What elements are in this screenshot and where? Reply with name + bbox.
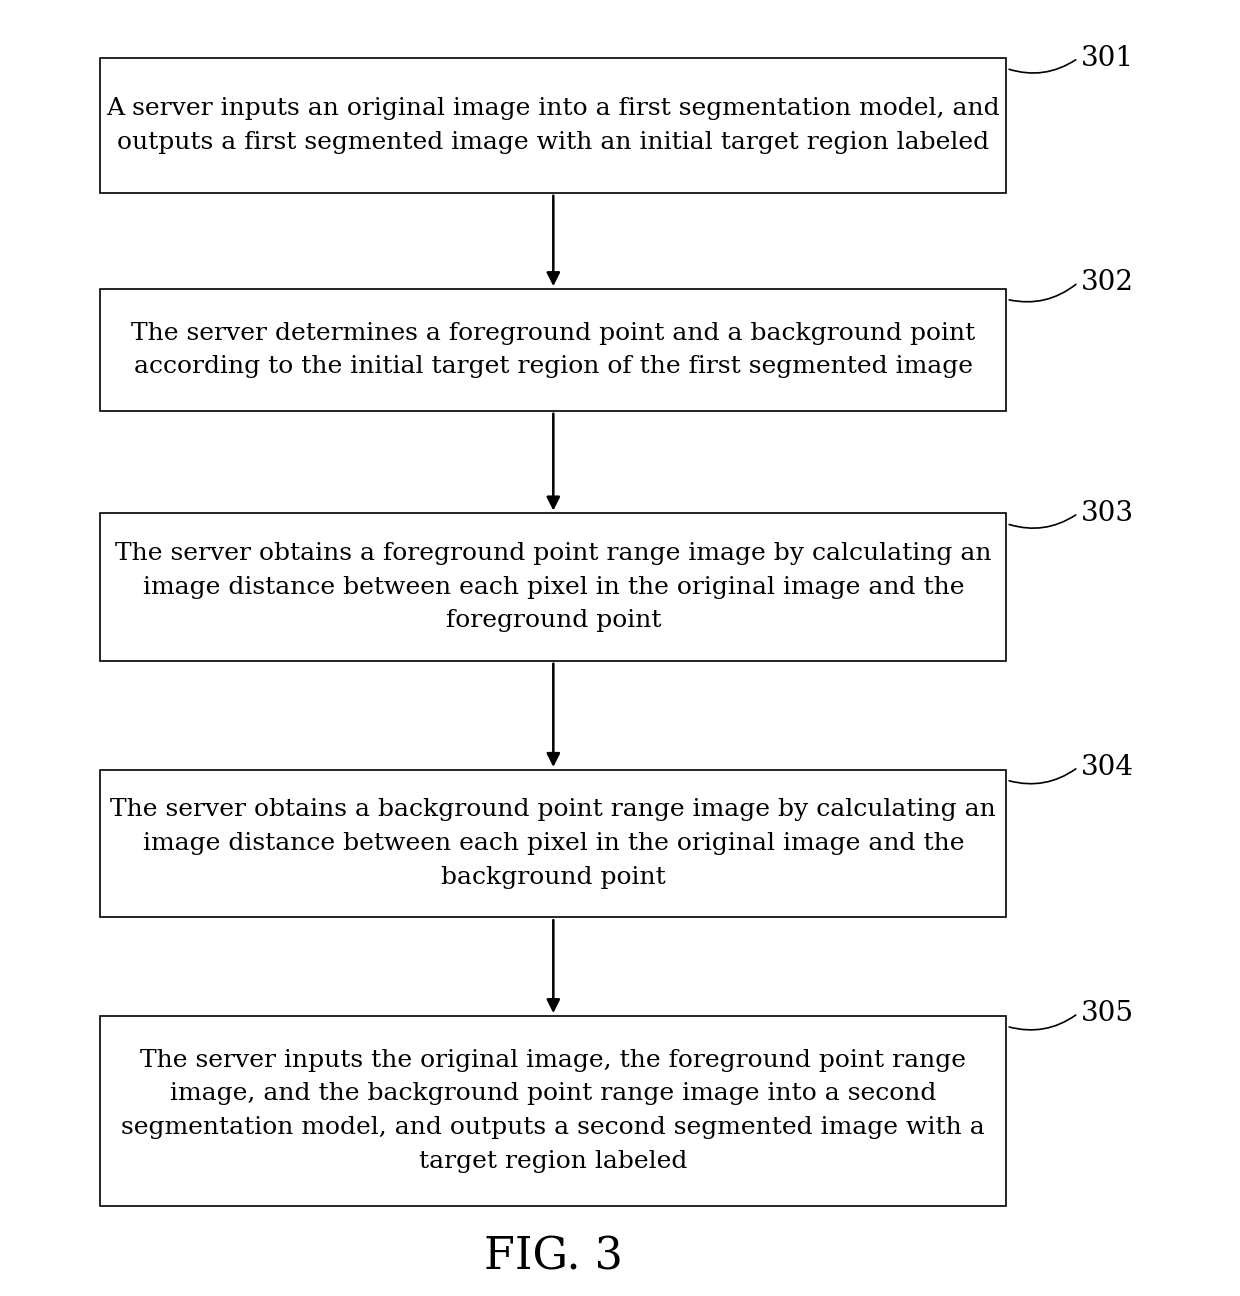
Text: A server inputs an original image into a first segmentation model, and
outputs a: A server inputs an original image into a… [107, 97, 1001, 154]
Text: 303: 303 [1081, 500, 1135, 527]
Text: The server obtains a background point range image by calculating an
image distan: The server obtains a background point ra… [110, 798, 996, 889]
Text: 305: 305 [1081, 1001, 1135, 1026]
Bar [100, 58, 1007, 193]
Text: 301: 301 [1081, 45, 1135, 71]
Text: 302: 302 [1081, 270, 1135, 295]
Bar [100, 513, 1007, 661]
Text: The server obtains a foreground point range image by calculating an
image distan: The server obtains a foreground point ra… [115, 542, 992, 632]
Text: FIG. 3: FIG. 3 [484, 1235, 622, 1279]
Bar [100, 770, 1007, 918]
Bar [100, 289, 1007, 411]
Text: The server inputs the original image, the foreground point range
image, and the : The server inputs the original image, th… [122, 1048, 986, 1173]
Text: The server determines a foreground point and a background point
according to the: The server determines a foreground point… [131, 321, 976, 378]
Bar [100, 1016, 1007, 1205]
Text: 304: 304 [1081, 754, 1135, 780]
